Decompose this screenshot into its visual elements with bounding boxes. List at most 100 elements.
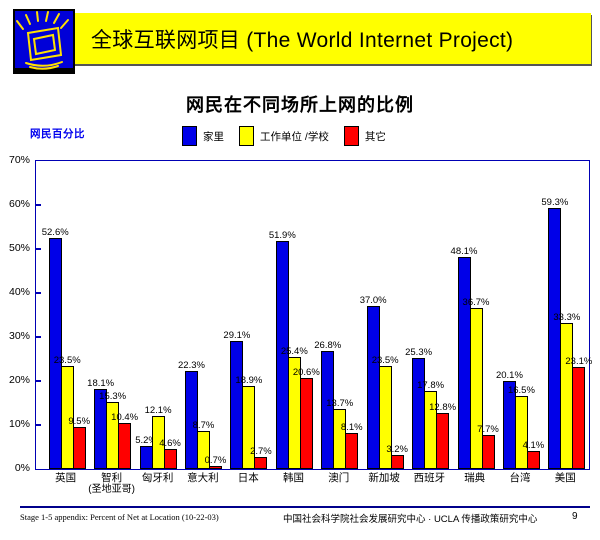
legend-item: 工作单位 /学校 — [239, 126, 329, 146]
bar-value-label: 22.3% — [178, 359, 205, 371]
category-sublabel: (圣地亚哥) — [88, 484, 135, 495]
bar-value-label: 0.7% — [204, 454, 227, 466]
bar: 12.1% — [145, 405, 172, 469]
legend-item: 家里 — [182, 126, 224, 146]
y-tick-label: 30% — [8, 330, 30, 342]
bar-value-label: 37.0% — [359, 295, 387, 307]
bar: 5.2% — [135, 435, 157, 469]
bar-value-label: 2.7% — [250, 446, 272, 458]
bar-value-label: 3.2% — [386, 443, 408, 455]
bar: 23.5% — [372, 355, 399, 469]
y-tick-label: 40% — [8, 286, 30, 298]
y-tick-mark — [36, 336, 41, 338]
bar-value-label: 8.7% — [192, 419, 215, 431]
bar-group: 29.1% 18.9% 2.7% — [223, 161, 272, 469]
y-tick-label: 10% — [8, 418, 30, 430]
bar-group: 22.3% 8.7% 0.7% — [178, 161, 226, 469]
legend-swatch — [182, 126, 197, 146]
y-tick-label: 50% — [8, 242, 30, 254]
x-axis-labels: 英国 智利 (圣地亚哥) 匈牙利 意大利 日本 韩国 澳门 新加坡 西班牙 瑞典 台湾 美国 — [35, 472, 588, 496]
y-tick-mark — [36, 292, 41, 294]
bar-value-label: 29.1% — [223, 330, 251, 341]
bar: 0.7% — [205, 455, 226, 469]
bar-value-label: 20.1% — [495, 369, 523, 381]
bar-value-label: 5.2% — [135, 435, 157, 447]
bar-value-label: 4.1% — [522, 440, 545, 451]
bar-groups: 52.6% 23.5% 9.5% 18.1% 15.3% 10.4% 5.2% 12.1% 4.… — [36, 161, 592, 469]
bar-value-label: 33.3% — [553, 311, 581, 323]
bar: 8.7% — [193, 420, 214, 469]
x-axis-label: 意大利 — [180, 472, 225, 496]
bar: 2.7% — [250, 446, 272, 469]
bar-group: 59.3% 33.3% 23.1% — [541, 161, 592, 469]
page-title: 网民在不同场所上网的比例 — [186, 95, 414, 115]
bar-group: 26.8% 13.7% 8.1% — [314, 161, 363, 469]
bar-group: 5.2% 12.1% 4.6% — [135, 161, 181, 469]
bar-value-label: 12.1% — [144, 404, 172, 416]
x-axis-label: 瑞典 — [452, 472, 497, 496]
bar: 52.6% — [42, 227, 69, 469]
bar-value-label: 23.1% — [565, 356, 593, 368]
bar-value-label: 15.3% — [99, 390, 127, 402]
footer-divider — [20, 506, 590, 508]
x-axis-label: 智利 (圣地亚哥) — [88, 472, 135, 496]
banner-title: 全球互联网项目 (The World Internet Project) — [91, 28, 514, 52]
bar-value-label: 10.4% — [111, 412, 139, 424]
header-banner: 全球互联网项目 (The World Internet Project) — [55, 13, 591, 64]
category-label: 新加坡 — [368, 472, 400, 484]
bar-value-label: 20.6% — [292, 367, 320, 379]
bar-group: 52.6% 23.5% 9.5% — [42, 161, 91, 469]
plot-area: 52.6% 23.5% 9.5% 18.1% 15.3% 10.4% 5.2% 12.1% 4.… — [35, 160, 592, 470]
bar: 51.9% — [269, 230, 296, 469]
footer-note: Stage 1-5 appendix: Percent of Net at Lo… — [20, 512, 219, 522]
bar: 4.6% — [159, 438, 181, 469]
bar-value-label: 9.5% — [68, 416, 91, 428]
bar: 10.4% — [111, 412, 138, 469]
legend-swatch — [239, 126, 254, 146]
category-label: 美国 — [554, 472, 576, 484]
category-label: 英国 — [55, 472, 77, 484]
legend-label: 工作单位 /学校 — [260, 130, 329, 143]
x-axis-label: 台湾 — [497, 472, 542, 496]
category-label: 匈牙利 — [141, 472, 174, 484]
category-label: 意大利 — [187, 472, 219, 484]
chart-legend: 家里 工作单位 /学校 其它 — [182, 126, 386, 146]
legend-item: 其它 — [343, 126, 386, 146]
bar: 22.3% — [178, 360, 205, 469]
bar-value-label: 12.8% — [429, 401, 457, 413]
x-axis-label: 美国 — [543, 472, 588, 496]
page-number: 9 — [572, 511, 578, 522]
x-axis-label: 韩国 — [271, 472, 316, 496]
bar-value-label: 59.3% — [541, 197, 569, 209]
bar-value-label: 23.5% — [53, 354, 81, 366]
bar-value-label: 25.4% — [280, 346, 308, 358]
category-label: 日本 — [237, 472, 259, 484]
bar: 20.6% — [293, 367, 320, 469]
bar-group: 25.3% 17.8% 12.8% — [405, 161, 456, 469]
bar-value-label: 48.1% — [450, 246, 478, 258]
category-label: 澳门 — [328, 472, 350, 484]
bar: 12.8% — [429, 402, 456, 469]
bar-value-label: 17.8% — [417, 379, 445, 391]
bar-value-label: 8.1% — [340, 422, 363, 434]
bar-value-label: 13.7% — [326, 397, 354, 409]
bar-value-label: 23.5% — [371, 354, 399, 366]
bar: 4.1% — [523, 440, 544, 469]
bar: 18.9% — [235, 375, 262, 469]
x-axis-label: 澳门 — [316, 472, 361, 496]
category-label: 智利 — [101, 472, 123, 484]
bar: 23.1% — [565, 356, 592, 469]
bar: 3.2% — [386, 444, 408, 469]
bar-group: 37.0% 23.5% 3.2% — [359, 161, 408, 469]
bar-group: 20.1% 16.5% 4.1% — [495, 161, 544, 469]
bar: 23.5% — [54, 355, 81, 469]
x-axis-label: 新加坡 — [361, 472, 406, 496]
category-label: 韩国 — [283, 472, 304, 484]
shining-monitor-icon — [13, 9, 75, 74]
legend-label: 其它 — [364, 130, 386, 143]
bar-value-label: 25.3% — [405, 346, 433, 358]
bar-group: 51.9% 25.4% 20.6% — [269, 161, 320, 469]
category-label: 西班牙 — [413, 472, 446, 484]
legend-swatch — [343, 126, 359, 146]
y-tick-label: 60% — [8, 198, 30, 210]
